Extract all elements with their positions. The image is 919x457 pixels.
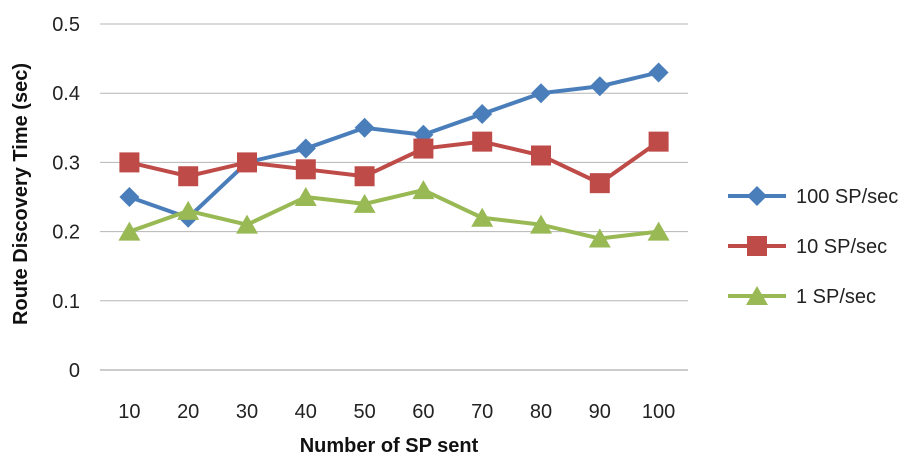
data-point-triangle — [353, 193, 376, 213]
data-point-diamond — [531, 83, 551, 104]
data-point-diamond — [589, 76, 610, 97]
legend-label: 100 SP/sec — [796, 186, 898, 208]
x-tick-label: 90 — [589, 401, 611, 423]
series — [118, 180, 670, 248]
legend-label: 10 SP/sec — [796, 236, 887, 258]
legend-label: 1 SP/sec — [796, 286, 876, 308]
y-tick-label: 0.3 — [52, 152, 80, 174]
data-point-triangle — [588, 228, 611, 248]
data-point-square — [648, 131, 669, 152]
data-point-triangle — [236, 214, 258, 234]
y-tick-label: 0.1 — [52, 291, 80, 313]
series-group — [118, 62, 670, 248]
data-point-triangle — [647, 221, 670, 241]
x-tick-label: 20 — [177, 401, 199, 423]
data-point-square — [237, 152, 257, 173]
data-point-square — [531, 145, 551, 166]
data-point-square — [747, 236, 767, 256]
legend-item: 10 SP/sec — [728, 236, 887, 258]
data-point-square — [354, 166, 375, 187]
x-tick-label: 40 — [295, 401, 317, 423]
legend: 100 SP/sec 10 SP/sec 1 SP/sec — [728, 186, 898, 308]
data-point-triangle — [471, 207, 494, 227]
legend-item: 1 SP/sec — [728, 286, 876, 308]
x-tick-label: 50 — [353, 401, 375, 423]
data-point-diamond — [119, 187, 140, 207]
y-tick-label: 0.5 — [52, 14, 80, 36]
legend-item: 100 SP/sec — [728, 186, 898, 208]
data-point-diamond — [354, 117, 375, 138]
data-point-diamond — [747, 186, 767, 206]
data-point-triangle — [118, 221, 141, 241]
series-line — [128, 188, 659, 241]
x-tick-labels: 10 20 30 40 50 60 70 80 90 100 — [118, 401, 675, 423]
y-tick-labels: 0 0.1 0.2 0.3 0.4 0.5 — [52, 14, 80, 382]
x-tick-label: 70 — [471, 401, 493, 423]
x-tick-label: 100 — [642, 401, 675, 423]
x-tick-label: 10 — [118, 401, 140, 423]
data-point-diamond — [648, 62, 669, 83]
data-point-triangle — [294, 187, 317, 206]
data-point-triangle — [177, 200, 200, 220]
y-tick-label: 0 — [69, 360, 80, 382]
x-tick-label: 80 — [530, 401, 552, 423]
data-point-diamond — [295, 138, 316, 159]
data-point-square — [472, 131, 493, 152]
data-point-square — [178, 166, 199, 187]
series — [119, 62, 669, 228]
data-point-square — [589, 173, 610, 194]
y-axis-title: Route Discovery Time (sec) — [10, 63, 32, 325]
data-point-square — [413, 138, 434, 159]
data-point-triangle — [746, 286, 768, 305]
x-tick-label: 30 — [236, 401, 258, 423]
x-tick-label: 60 — [412, 401, 434, 423]
data-point-triangle — [530, 214, 552, 234]
series — [119, 131, 669, 194]
gridlines — [100, 23, 688, 371]
data-point-square — [119, 152, 140, 173]
data-point-diamond — [472, 103, 493, 124]
series-line — [128, 70, 660, 220]
data-point-square — [295, 159, 316, 180]
y-tick-label: 0.4 — [52, 83, 80, 105]
data-point-triangle — [412, 180, 435, 200]
x-axis-title: Number of SP sent — [300, 435, 479, 457]
series-line — [128, 139, 660, 186]
y-tick-label: 0.2 — [52, 222, 80, 244]
